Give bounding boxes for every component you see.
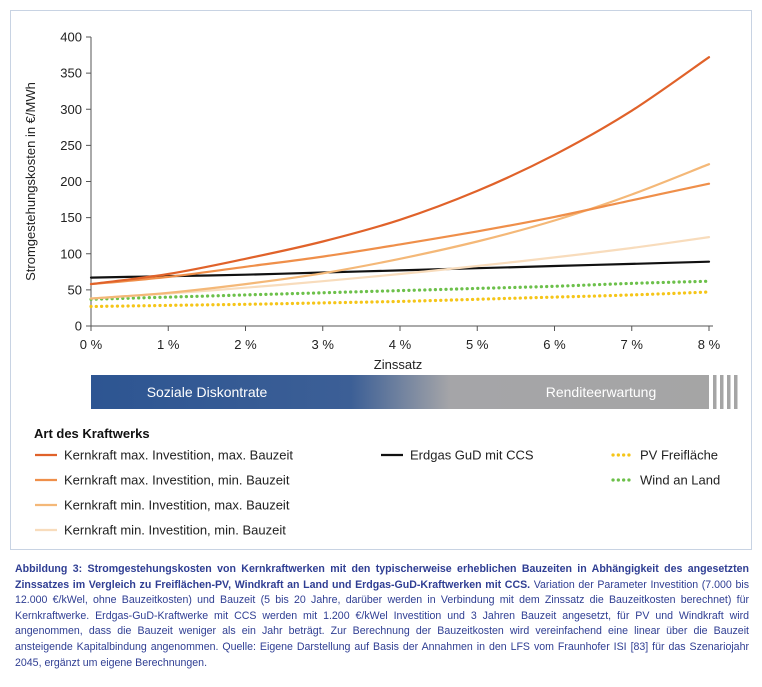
- x-tick-label: 7 %: [621, 337, 644, 352]
- series-line-7: [89, 279, 711, 301]
- legend-label-4: Kernkraft min. Investition, min. Bauzeit: [64, 523, 286, 538]
- band-left-label: Soziale Diskontrate: [147, 384, 268, 400]
- y-tick-label: 300: [60, 102, 82, 117]
- series-line-3: [89, 163, 711, 300]
- legend-label-5: Erdgas GuD mit CCS: [410, 448, 534, 463]
- x-tick-label: 1 %: [157, 337, 180, 352]
- series-line-4: [89, 236, 711, 300]
- y-tick-label: 250: [60, 138, 82, 153]
- y-tick-label: 200: [60, 174, 82, 189]
- rate-band: Soziale Diskontrate Renditeerwartung: [91, 375, 739, 409]
- x-tick-label: 6 %: [543, 337, 566, 352]
- band-hatch-block: [720, 375, 724, 409]
- band-right-label: Renditeerwartung: [546, 384, 657, 400]
- y-tick-label: 100: [60, 246, 82, 261]
- figure-panel: 0 50 100 150 200 250 300 350 400 0 % 1 % 2 % 3 % 4 % 5…: [10, 10, 752, 669]
- series-line-6: [89, 290, 711, 309]
- legend-label-3: Kernkraft min. Investition, max. Bauzeit: [64, 498, 290, 513]
- x-tick-label: 4 %: [389, 337, 412, 352]
- y-axis-title: Stromgestehungskosten in €/MWh: [23, 82, 38, 281]
- band-hatch-block: [727, 375, 731, 409]
- legend-label-2: Kernkraft max. Investition, min. Bauzeit: [64, 473, 290, 488]
- legend: Art des Kraftwerks Kernkraft max. Investi…: [34, 426, 720, 538]
- y-tick-label: 150: [60, 210, 82, 225]
- y-tick-label: 50: [68, 282, 82, 297]
- legend-title: Art des Kraftwerks: [34, 426, 150, 441]
- x-tick-label: 5 %: [466, 337, 489, 352]
- caption-title: Abbildung 3: Stromgestehungskosten von K…: [15, 563, 749, 591]
- y-tick-label: 0: [75, 319, 82, 334]
- x-tick-label: 2 %: [234, 337, 257, 352]
- x-tick-label: 0 %: [80, 337, 103, 352]
- axes: 0 50 100 150 200 250 300 350 400 0 % 1 % 2 % 3 % 4 % 5…: [23, 30, 721, 373]
- y-tick-label: 400: [60, 30, 82, 45]
- x-tick-label: 8 %: [698, 337, 721, 352]
- legend-label-1: Kernkraft max. Investition, max. Bauzeit: [64, 448, 293, 463]
- figure-caption: Abbildung 3: Stromgestehungskosten von K…: [15, 562, 749, 671]
- band-hatch-block: [734, 375, 738, 409]
- rate-band-bar: [91, 375, 710, 409]
- band-hatch-block: [713, 375, 717, 409]
- line-chart: 0 50 100 150 200 250 300 350 400 0 % 1 % 2 % 3 % 4 % 5…: [23, 30, 739, 538]
- legend-label-7: Wind an Land: [640, 473, 720, 488]
- series-line-5: [89, 260, 711, 279]
- y-tick-label: 350: [60, 66, 82, 81]
- x-axis-title: Zinssatz: [374, 357, 422, 372]
- series-line-1: [89, 56, 711, 286]
- x-tick-label: 3 %: [312, 337, 335, 352]
- series-lines: [89, 56, 711, 309]
- caption-text: Variation der Parameter Investition (7.0…: [15, 578, 749, 669]
- legend-label-6: PV Freifläche: [640, 448, 718, 463]
- series-line-2: [89, 182, 711, 286]
